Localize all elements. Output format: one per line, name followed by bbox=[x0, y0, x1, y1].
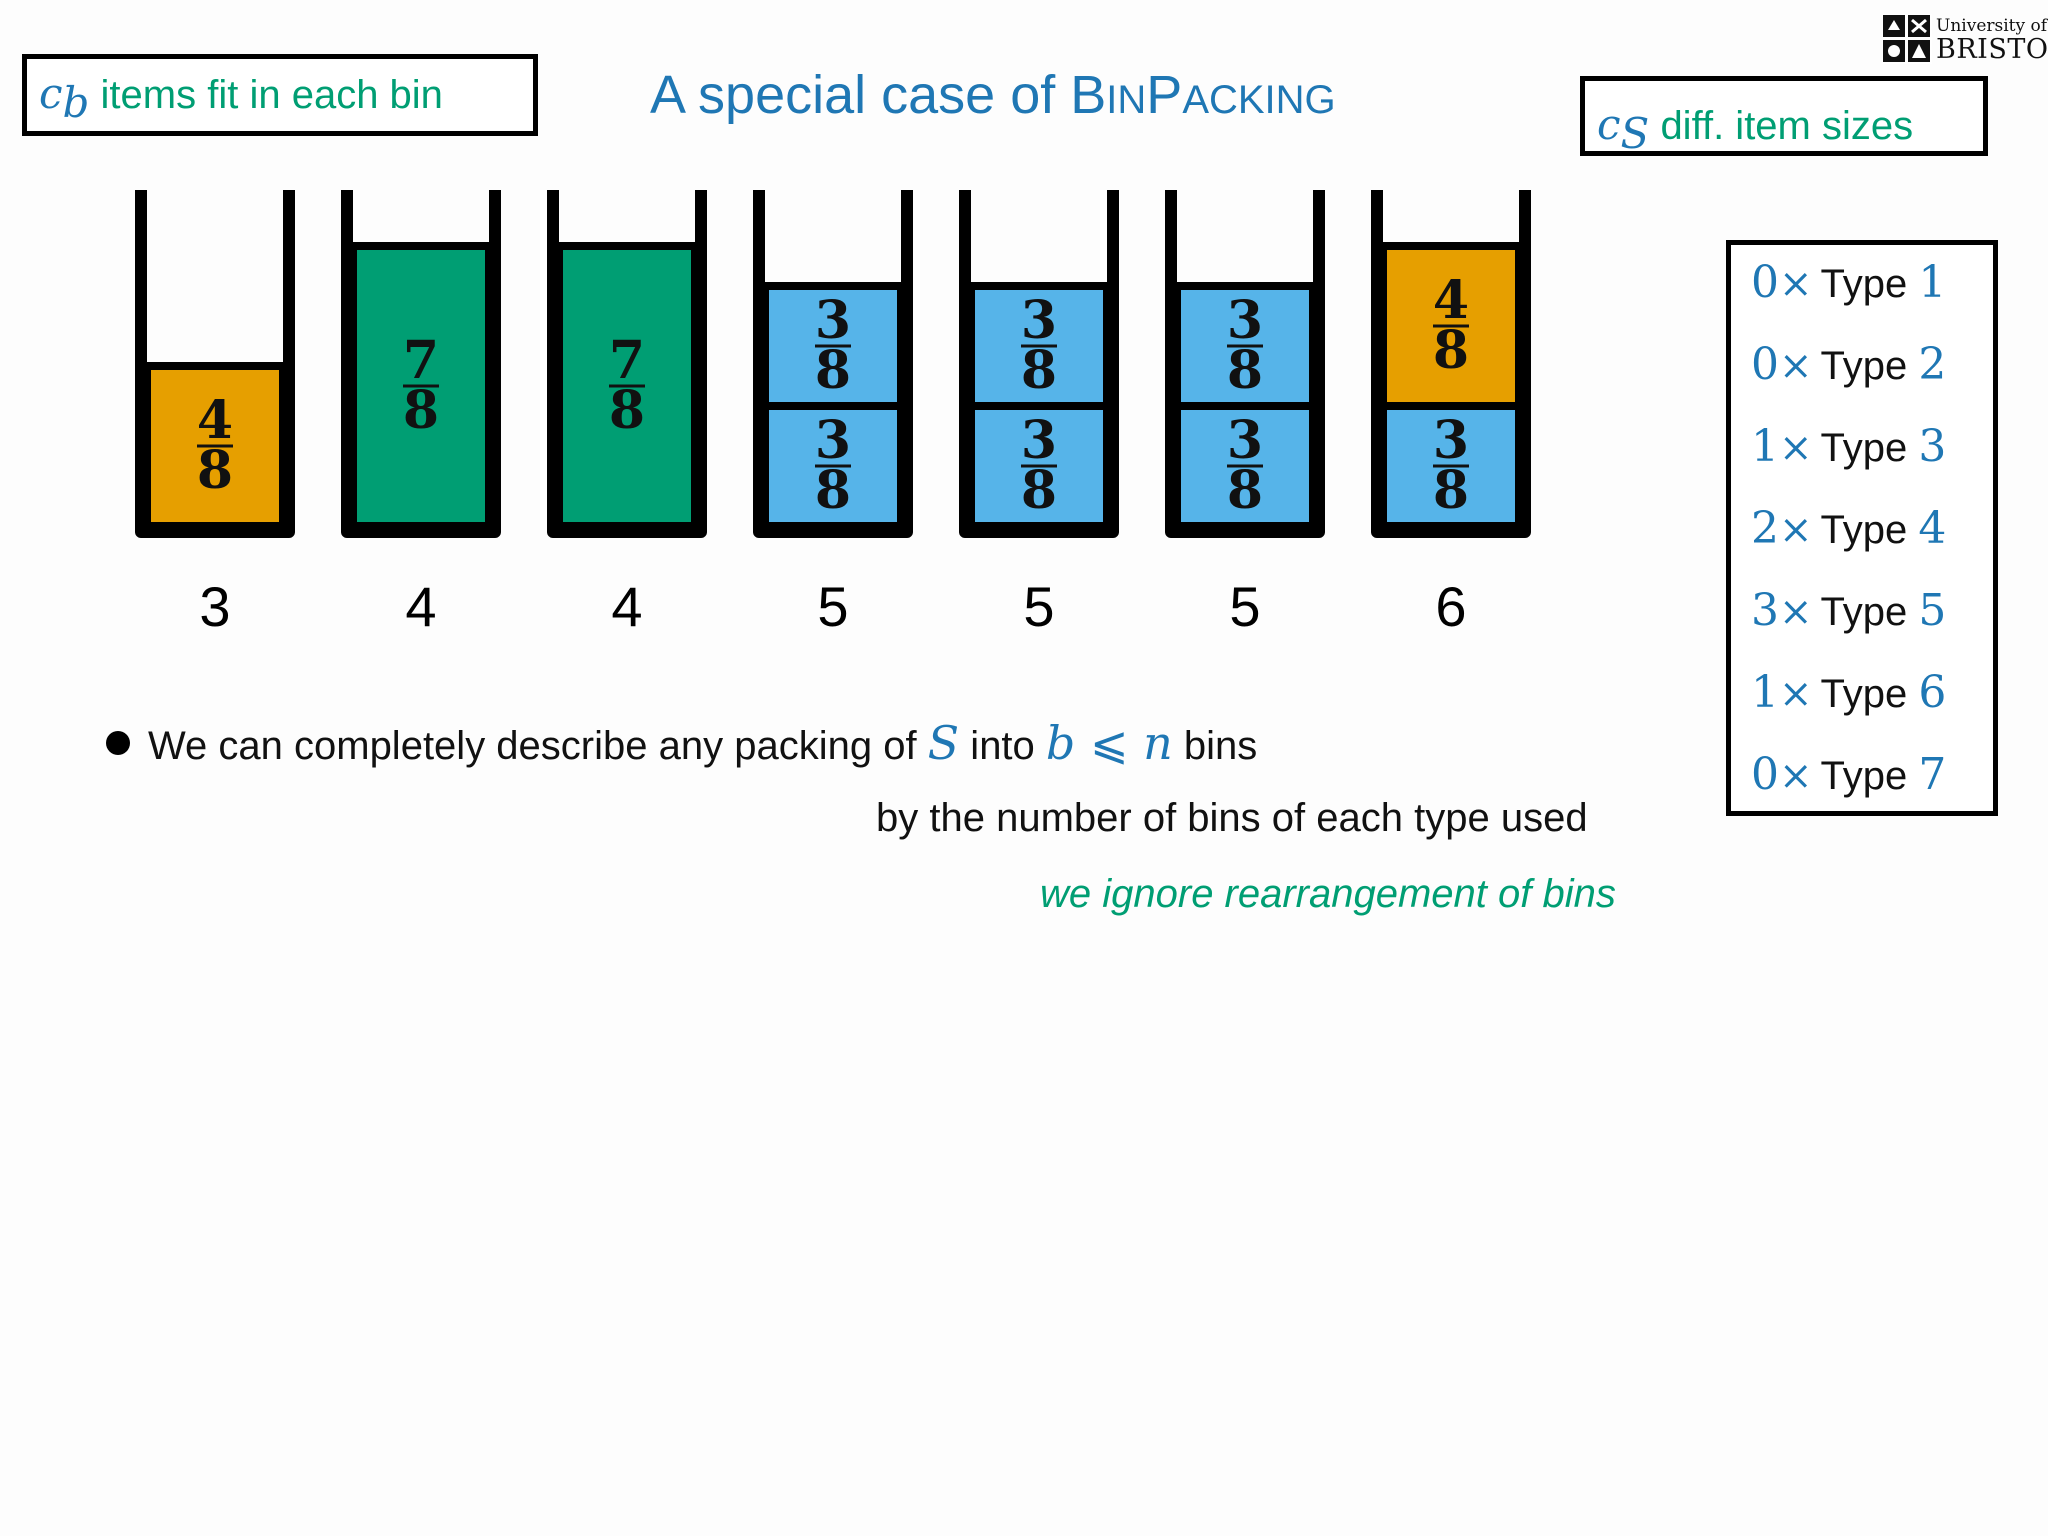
bin-outline bbox=[135, 190, 295, 538]
type-count-row: 1× Type 3 bbox=[1751, 421, 1946, 472]
type-number: 4 bbox=[1918, 503, 1947, 554]
callout-item-sizes: cS diff. item sizes bbox=[1580, 76, 1988, 158]
type-word: Type bbox=[1820, 344, 1908, 388]
type-word: Type bbox=[1820, 262, 1908, 306]
item-denominator: 8 bbox=[197, 440, 233, 501]
item-numerator: 3 bbox=[815, 410, 851, 471]
bin-type-label: 5 bbox=[1023, 575, 1054, 638]
times-sign: × bbox=[1779, 343, 1813, 389]
type-count-row: 1× Type 6 bbox=[1751, 667, 1946, 718]
type-word: Type bbox=[1820, 754, 1908, 798]
bin-type-label: 5 bbox=[1229, 575, 1260, 638]
item-numerator: 3 bbox=[815, 290, 851, 351]
bin-type-label: 5 bbox=[817, 575, 848, 638]
item-denominator: 8 bbox=[1021, 460, 1057, 521]
bin-type-label: 4 bbox=[611, 575, 642, 638]
bin-outline bbox=[341, 190, 501, 538]
type-count-row: 0× Type 1 bbox=[1751, 257, 1946, 308]
item-numerator: 4 bbox=[1433, 270, 1469, 331]
callout-items-per-bin: cb items fit in each bin bbox=[22, 54, 538, 136]
item-denominator: 8 bbox=[609, 380, 645, 441]
item-numerator: 3 bbox=[1021, 410, 1057, 471]
callout-item-sizes-text: diff. item sizes bbox=[1660, 104, 1914, 148]
item-denominator: 8 bbox=[1433, 460, 1469, 521]
item-denominator: 8 bbox=[1433, 320, 1469, 381]
type-word: Type bbox=[1820, 508, 1908, 552]
item-numerator: 4 bbox=[197, 390, 233, 451]
bin-type-counts: 0× Type 1 0× Type 2 1× Type 3 2× Type 4 3× Type 5… bbox=[1726, 240, 1998, 816]
bin-type-label: 3 bbox=[199, 575, 230, 638]
item-denominator: 8 bbox=[815, 460, 851, 521]
type-count: 3 bbox=[1751, 585, 1779, 636]
note-rearrangement: we ignore rearrangement of bins bbox=[1040, 872, 1616, 916]
times-sign: × bbox=[1779, 425, 1813, 471]
item-denominator: 8 bbox=[403, 380, 439, 441]
type-count-row: 3× Type 5 bbox=[1751, 585, 1946, 636]
university-logo: University of BRISTOL bbox=[1882, 12, 2048, 66]
bin-outline bbox=[959, 190, 1119, 538]
type-count: 1 bbox=[1751, 667, 1779, 718]
times-sign: × bbox=[1779, 589, 1813, 635]
bin-2: 78 4 bbox=[341, 190, 501, 638]
item-numerator: 7 bbox=[403, 330, 439, 391]
type-count: 0 bbox=[1751, 257, 1779, 308]
item-denominator: 8 bbox=[1227, 460, 1263, 521]
bullet-point: We can completely describe any packing o… bbox=[106, 716, 1257, 770]
bin-type-label: 6 bbox=[1435, 575, 1466, 638]
times-sign: × bbox=[1779, 671, 1813, 717]
item-numerator: 3 bbox=[1227, 410, 1263, 471]
type-word: Type bbox=[1820, 672, 1908, 716]
item-numerator: 3 bbox=[1433, 410, 1469, 471]
bullet-dot-icon bbox=[106, 731, 130, 755]
type-number: 5 bbox=[1918, 585, 1947, 636]
bin-outline bbox=[1165, 190, 1325, 538]
item-denominator: 8 bbox=[815, 340, 851, 401]
type-count-row: 2× Type 4 bbox=[1751, 503, 1946, 554]
type-count-row: 0× Type 7 bbox=[1751, 749, 1946, 800]
item-numerator: 3 bbox=[1021, 290, 1057, 351]
type-count: 1 bbox=[1751, 421, 1779, 472]
item-numerator: 3 bbox=[1227, 290, 1263, 351]
crest-icon bbox=[1882, 14, 1932, 64]
type-word: Type bbox=[1820, 590, 1908, 634]
type-count-row: 0× Type 2 bbox=[1751, 339, 1946, 390]
type-number: 7 bbox=[1918, 749, 1947, 800]
slide-title: A special case of BINPACKING bbox=[650, 65, 1336, 125]
type-number: 3 bbox=[1918, 421, 1947, 472]
type-number: 2 bbox=[1918, 339, 1947, 390]
logo-line-2: BRISTOL bbox=[1936, 34, 2048, 65]
callout-items-per-bin-text: items fit in each bin bbox=[100, 73, 443, 117]
times-sign: × bbox=[1779, 261, 1813, 307]
item-numerator: 7 bbox=[609, 330, 645, 391]
item-denominator: 8 bbox=[1227, 340, 1263, 401]
bin-1: 48 3 bbox=[135, 190, 295, 638]
bin-type-label: 4 bbox=[405, 575, 436, 638]
times-sign: × bbox=[1779, 753, 1813, 799]
bin-outline bbox=[1371, 190, 1531, 538]
logo-line-1: University of bbox=[1936, 16, 2048, 36]
type-word: Type bbox=[1820, 426, 1908, 470]
type-number: 6 bbox=[1918, 667, 1947, 718]
type-number: 1 bbox=[1918, 257, 1947, 308]
type-count: 2 bbox=[1751, 503, 1779, 554]
type-count: 0 bbox=[1751, 339, 1779, 390]
item-denominator: 8 bbox=[1021, 340, 1057, 401]
times-sign: × bbox=[1779, 507, 1813, 553]
bin-3: 78 4 bbox=[547, 190, 707, 638]
type-count: 0 bbox=[1751, 749, 1779, 800]
bin-outline bbox=[753, 190, 913, 538]
bin-outline bbox=[547, 190, 707, 538]
bullet-continuation: by the number of bins of each type used bbox=[876, 796, 1588, 840]
